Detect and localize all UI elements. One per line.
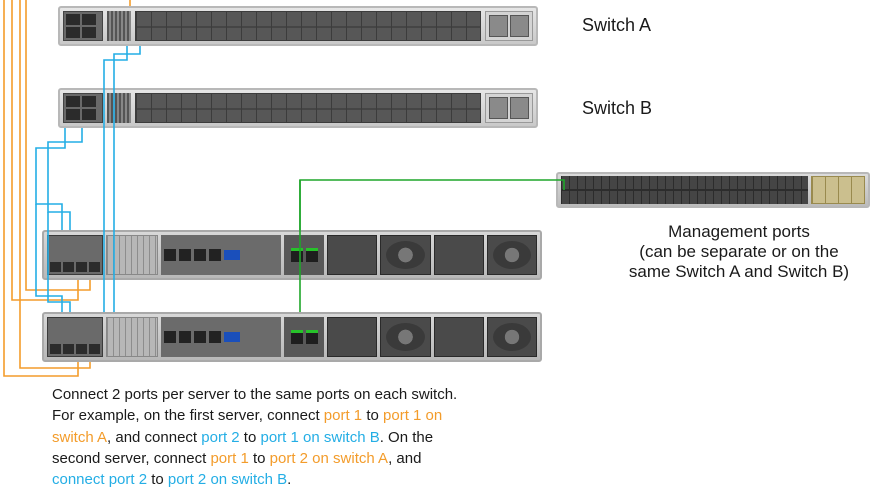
- text-p1sa: port 1 on: [383, 407, 442, 424]
- server-1-psu-fans: [327, 235, 537, 275]
- server-2-mgmt-nic: [284, 317, 324, 357]
- text-to-1: to: [362, 407, 383, 424]
- switch-b-uplinks: [485, 93, 533, 123]
- server-2-psu-fans: [327, 317, 537, 357]
- text-period: .: [287, 471, 291, 488]
- switch-b: [58, 88, 538, 128]
- text-t4: second server, connect: [52, 450, 210, 467]
- text-port1b: port 1: [210, 450, 248, 467]
- text-port2: port 2: [201, 429, 239, 446]
- server-2-nic-ports: [47, 317, 103, 357]
- mgmt-label-line2: (can be separate or on the: [604, 242, 874, 262]
- text-line1b: For example, on the first server, connec…: [52, 407, 324, 424]
- server-1-nic-ports: [47, 235, 103, 275]
- text-to-3: to: [249, 450, 270, 467]
- text-t2: , and connect: [107, 429, 201, 446]
- switch-b-label: Switch B: [582, 98, 652, 119]
- text-to-2: to: [240, 429, 261, 446]
- text-port1: port 1: [324, 407, 362, 424]
- switch-b-vent: [107, 93, 131, 123]
- switch-a-mgmt-ports: [63, 11, 103, 41]
- text-p2sb: port 2 on switch B: [168, 471, 287, 488]
- text-sa-cont: switch A: [52, 429, 107, 446]
- text-line1a: Connect 2 ports per server to the same p…: [52, 386, 457, 403]
- server-1-mgmt-nic: [284, 235, 324, 275]
- text-t5: , and: [388, 450, 421, 467]
- server-1-io: [161, 235, 281, 275]
- switch-a-vent: [107, 11, 131, 41]
- server-2-hba: [106, 317, 158, 357]
- mgmt-label-line1: Management ports: [604, 222, 874, 242]
- server-2-io: [161, 317, 281, 357]
- switch-a-label: Switch A: [582, 15, 651, 36]
- switch-a: [58, 6, 538, 46]
- switch-b-port-bank: [135, 93, 481, 123]
- diagram-canvas: Switch A Switch B Management ports (can …: [0, 0, 888, 504]
- text-p1sb: port 1 on switch B: [260, 429, 379, 446]
- server-2: [42, 312, 542, 362]
- mgmt-label-line3: same Switch A and Switch B): [604, 262, 874, 282]
- text-t3: . On the: [380, 429, 433, 446]
- switch-a-port-bank: [135, 11, 481, 41]
- switch-a-uplinks: [485, 11, 533, 41]
- text-cp2: connect port 2: [52, 471, 147, 488]
- instruction-text: Connect 2 ports per server to the same p…: [52, 384, 572, 490]
- mgmt-switch-ports: [561, 176, 808, 204]
- management-switch: [556, 172, 870, 208]
- mgmt-switch-sfp: [811, 176, 865, 204]
- text-p2sa: port 2 on switch A: [270, 450, 388, 467]
- switch-b-mgmt-ports: [63, 93, 103, 123]
- management-label: Management ports (can be separate or on …: [604, 222, 874, 282]
- server-1: [42, 230, 542, 280]
- text-to-4: to: [147, 471, 168, 488]
- server-1-hba: [106, 235, 158, 275]
